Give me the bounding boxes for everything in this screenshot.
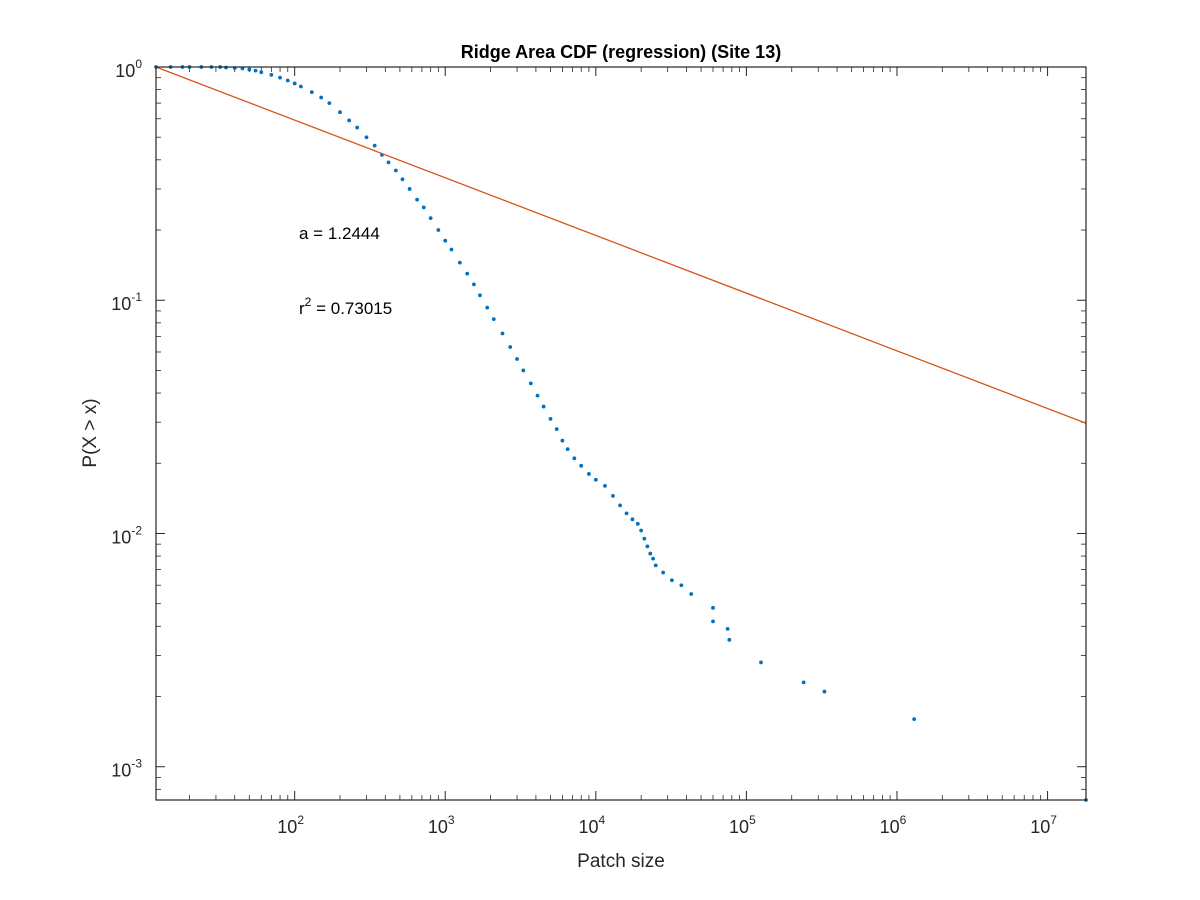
data-point: [508, 345, 513, 349]
data-point: [642, 536, 647, 541]
data-point: [415, 197, 419, 202]
data-point: [727, 637, 732, 642]
data-point: [639, 528, 644, 533]
x-tick-label: 102: [277, 813, 304, 837]
data-point: [253, 68, 258, 73]
x-axis-label: Patch size: [577, 851, 665, 872]
annotation-exponent: a = 1.2444: [299, 224, 380, 243]
axes-box: [155, 66, 1087, 801]
y-axis-ticks: 100 10-1 10-2 10-3: [111, 57, 1086, 781]
data-point: [689, 592, 694, 596]
data-point: [587, 472, 591, 476]
data-point: [579, 463, 584, 468]
chart-title: Ridge Area CDF (regression) (Site 13): [461, 42, 781, 62]
data-point: [801, 680, 806, 685]
y-tick-label: 10-1: [111, 290, 142, 314]
y-tick-label: 100: [115, 57, 142, 81]
x-axis-ticks: 102 103 104 105 106 107: [277, 67, 1057, 837]
data-point: [421, 205, 426, 210]
data-point: [653, 563, 658, 568]
data-point: [449, 247, 454, 252]
data-point: [393, 168, 398, 173]
annotation-r-base: r: [299, 299, 305, 318]
data-point: [485, 305, 490, 310]
data-point: [822, 689, 827, 694]
data-point: [465, 271, 470, 276]
data-point: [457, 260, 462, 265]
data-point: [443, 238, 448, 243]
data-point: [528, 381, 533, 386]
regression-line: [155, 66, 1087, 424]
data-point: [515, 357, 519, 361]
data-point: [679, 583, 684, 588]
data-point: [355, 125, 360, 130]
data-point: [436, 228, 441, 232]
annotation-r-squared: r2 = 0.73015: [299, 295, 392, 318]
data-point: [548, 416, 553, 421]
y-axis-label: P(X > x): [80, 398, 101, 467]
data-point: [428, 216, 433, 220]
data-point: [661, 570, 666, 575]
plot-area: [156, 67, 1086, 800]
data-point: [645, 544, 650, 549]
data-point: [471, 282, 476, 287]
data-point: [565, 447, 570, 452]
data-point: [669, 578, 674, 583]
data-point: [292, 81, 297, 86]
data-point: [478, 293, 482, 298]
data-point: [491, 317, 496, 322]
data-point: [285, 78, 290, 83]
x-tick-label: 105: [729, 813, 756, 837]
data-point: [535, 393, 540, 398]
data-point: [541, 404, 546, 409]
data-point: [711, 619, 715, 624]
data-point: [711, 605, 715, 610]
data-point: [521, 368, 526, 373]
x-tick-label: 103: [428, 813, 455, 837]
data-point: [759, 660, 763, 665]
minor-ticks: [156, 67, 1086, 800]
data-point: [618, 503, 623, 508]
data-point: [593, 477, 598, 482]
data-point: [635, 521, 640, 526]
data-point: [603, 483, 607, 488]
data-point: [364, 135, 369, 140]
data-point: [554, 427, 559, 432]
data-point: [309, 90, 314, 95]
data-point: [327, 101, 332, 106]
data-point: [611, 493, 615, 498]
data-point: [725, 626, 730, 631]
data-point: [298, 84, 303, 89]
data-point: [259, 70, 264, 75]
data-point: [269, 72, 274, 77]
x-tick-label: 106: [880, 813, 907, 837]
data-point: [372, 143, 377, 148]
data-point: [912, 717, 917, 722]
y-tick-label: 10-3: [111, 757, 142, 781]
data-point: [624, 511, 629, 516]
data-point: [386, 160, 391, 165]
annotation-r-exp: 2: [305, 295, 312, 309]
data-point: [319, 95, 324, 100]
data-point: [407, 187, 412, 191]
data-layer: [154, 65, 1088, 802]
data-point: [247, 67, 252, 72]
x-tick-label: 104: [578, 813, 605, 837]
data-point: [338, 110, 342, 115]
data-point: [500, 331, 505, 336]
data-point: [400, 177, 405, 182]
data-point: [347, 118, 352, 123]
data-point: [630, 517, 635, 522]
annotation-r-rest: = 0.73015: [311, 299, 392, 318]
y-tick-label: 10-2: [111, 523, 142, 547]
data-point: [572, 456, 577, 461]
data-point: [648, 551, 653, 556]
data-point: [651, 556, 655, 561]
data-point: [560, 438, 565, 443]
x-tick-label: 107: [1030, 813, 1057, 837]
data-point: [278, 75, 282, 80]
